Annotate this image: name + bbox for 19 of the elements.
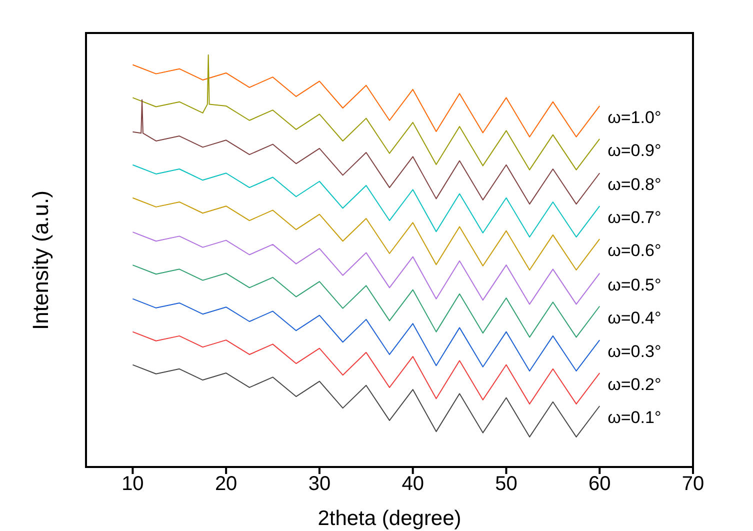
series-label: ω=0.5°	[608, 275, 662, 294]
series-label: ω=0.4°	[608, 308, 662, 328]
x-tick-label: 70	[682, 473, 704, 496]
x-tick-label: 40	[402, 473, 424, 496]
x-tick-label: 50	[495, 473, 518, 496]
x-axis-title: 2theta (degree)	[318, 507, 462, 530]
x-tick-label: 10	[122, 473, 144, 496]
series-label: ω=0.6°	[608, 241, 662, 260]
series-label: ω=0.7°	[608, 208, 662, 228]
series-label: ω=0.3°	[608, 342, 662, 362]
y-axis-title: Intensity (a.u.)	[28, 190, 53, 330]
series-label: ω=1.0°	[608, 108, 662, 127]
x-tick-label: 30	[308, 473, 331, 496]
series-label: ω=0.9°	[608, 140, 662, 160]
x-tick-label: 60	[588, 473, 611, 496]
series-label: ω=0.8°	[608, 175, 662, 194]
series-label: ω=0.2°	[608, 375, 662, 394]
x-tick-label: 20	[214, 473, 238, 496]
series-label: ω=0.1°	[608, 408, 662, 427]
